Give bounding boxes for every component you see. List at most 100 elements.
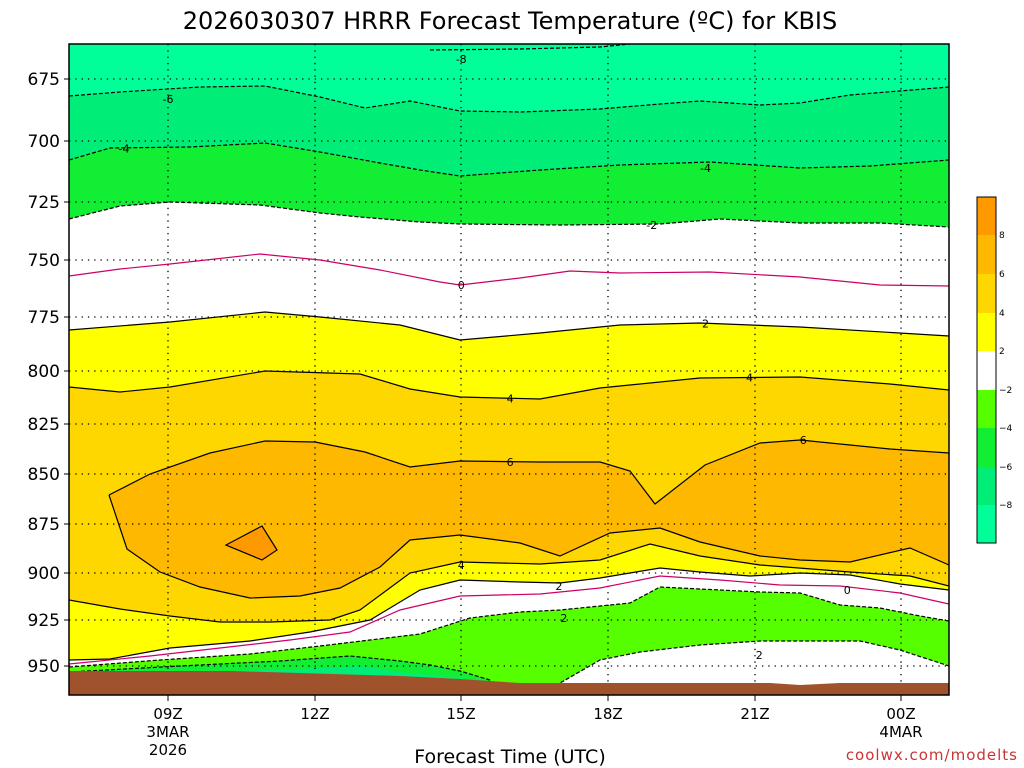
colorbar-label-minus6: −6 (999, 463, 1013, 473)
contour-label: 6 (507, 456, 514, 469)
y-tick-950: 950 (28, 657, 69, 677)
contour-plus2-lower (69, 567, 949, 661)
y-tick-label-725: 725 (28, 193, 60, 213)
contour-label: -6 (163, 93, 174, 106)
x-tick-date-4mar: 4MAR (879, 723, 922, 741)
contour-lines (69, 44, 949, 695)
contour-minus2-pocket (539, 640, 949, 695)
y-tick-800: 800 (28, 362, 69, 382)
colorbar-label-2: 2 (999, 347, 1005, 357)
contour-label: -2 (646, 219, 657, 232)
contour-label: -4 (700, 162, 711, 175)
colorbar-bin-minus8-minus6 (977, 467, 996, 505)
y-tick-label-950: 950 (28, 657, 60, 677)
y-tick-700: 700 (28, 132, 69, 152)
contour-minus4 (69, 142, 949, 177)
contour-minus6 (69, 85, 949, 113)
y-tick-label-775: 775 (28, 308, 60, 328)
x-tick-label-21: 21Z (740, 705, 769, 723)
contour-zero-lower (69, 575, 949, 665)
contour-plus4 (69, 370, 949, 400)
colorbar-bin-2-4 (977, 313, 996, 351)
y-tick-label-925: 925 (28, 611, 60, 631)
colorbar-bin-minus4-minus2 (977, 390, 996, 428)
ground-terrain (69, 671, 949, 695)
x-axis-title: Forecast Time (UTC) (414, 746, 605, 768)
x-tick-15: 15Z (446, 695, 476, 723)
contour-label: 2 (560, 612, 567, 625)
colorbar-bin-minus10-minus8 (977, 505, 996, 543)
x-tick-00: 00Z 4MAR (879, 695, 923, 741)
contour-label: -8 (456, 53, 467, 66)
y-tick-label-700: 700 (28, 132, 60, 152)
y-tick-775: 775 (28, 308, 69, 328)
contour-plus6-lower (108, 494, 949, 599)
contour-labels: -8 -6 -4 -4 -2 0 2 4 4 6 6 4 2 0 2 2 (119, 53, 851, 662)
contour-label: 2 (702, 317, 709, 330)
x-tick-label-09: 09Z (153, 705, 182, 723)
plot-frame (68, 43, 950, 696)
x-tick-12: 12Z (300, 695, 330, 723)
contour-label: 2 (756, 649, 763, 662)
contour-plus6-loop (108, 439, 949, 505)
y-tick-label-800: 800 (28, 362, 60, 382)
y-tick-label-900: 900 (28, 564, 60, 584)
contour-minus4-lower (69, 655, 491, 681)
y-tick-750: 750 (28, 251, 69, 271)
colorbar-bin-4-6 (977, 274, 996, 313)
contour-label: 6 (800, 434, 807, 447)
x-tick-label-15: 15Z (446, 705, 475, 723)
y-tick-725: 725 (28, 193, 69, 213)
colorbar-bin-minus6-minus4 (977, 428, 996, 467)
contour-minus8 (429, 44, 631, 51)
x-tick-date-3mar: 3MAR (146, 723, 189, 741)
contour-minus2-lower (69, 586, 949, 668)
credit-link[interactable]: coolwx.com/modelts (846, 746, 1018, 764)
y-tick-675: 675 (28, 70, 69, 90)
contour-label: 0 (844, 584, 851, 597)
contour-plus2 (69, 311, 949, 341)
band-plus6-plus8 (109, 440, 949, 598)
contour-label: -4 (119, 142, 130, 155)
y-tick-900: 900 (28, 564, 69, 584)
y-tick-label-825: 825 (28, 415, 60, 435)
temperature-fill-bands (69, 44, 949, 695)
y-tick-825: 825 (28, 415, 69, 435)
contour-zero (69, 253, 949, 287)
contour-label: 4 (746, 371, 753, 384)
contour-plus4-lower (69, 543, 949, 623)
x-tick-label-00: 00Z (886, 705, 915, 723)
colorbar-bin-8-10 (977, 197, 996, 235)
colorbar: 8 6 4 2 −2 −4 −6 −8 (976, 196, 1013, 544)
x-tick-18: 18Z (593, 695, 623, 723)
contour-label: 2 (555, 580, 562, 593)
colorbar-label-4: 4 (999, 309, 1005, 319)
contour-label: 4 (507, 393, 514, 406)
band-plus8-plus10 (226, 526, 277, 560)
band-low-white-2 (540, 641, 949, 695)
colorbar-label-minus4: −4 (999, 424, 1013, 434)
y-tick-label-675: 675 (28, 70, 60, 90)
contour-label: 0 (458, 279, 465, 292)
contour-plus8 (224, 525, 278, 561)
y-axis: 675 700 725 750 775 800 825 850 875 900 … (28, 70, 69, 677)
colorbar-label-minus2: −2 (999, 386, 1012, 396)
colorbar-bin-6-8 (977, 235, 996, 274)
y-tick-925: 925 (28, 611, 69, 631)
x-tick-21: 21Z (740, 695, 770, 723)
y-tick-label-850: 850 (28, 465, 60, 485)
colorbar-frame (976, 196, 997, 544)
x-tick-label-12: 12Z (300, 705, 329, 723)
y-tick-875: 875 (28, 515, 69, 535)
contour-label: 4 (458, 559, 465, 572)
y-tick-850: 850 (28, 465, 69, 485)
colorbar-bin-minus2-2 (977, 351, 996, 390)
contour-minus2 (69, 201, 949, 228)
x-tick-09: 09Z 3MAR 2026 (146, 695, 190, 759)
colorbar-label-8: 8 (999, 231, 1005, 241)
x-tick-label-18: 18Z (593, 705, 622, 723)
colorbar-label-6: 6 (999, 270, 1005, 280)
y-tick-label-875: 875 (28, 515, 60, 535)
y-tick-label-750: 750 (28, 251, 60, 271)
